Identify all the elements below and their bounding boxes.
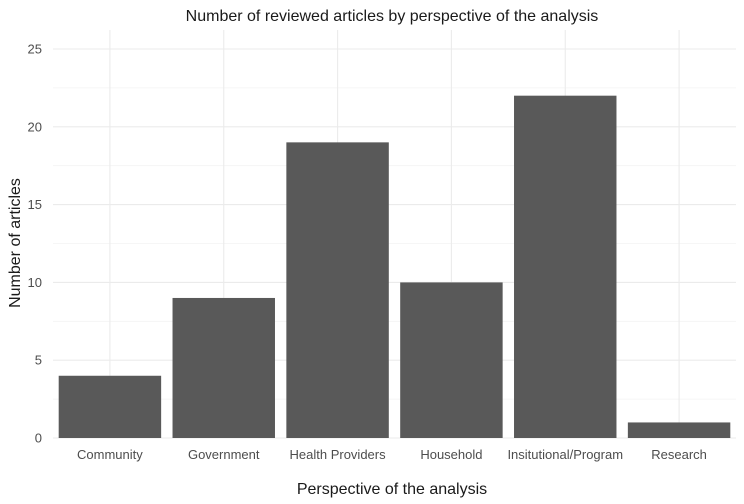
bars-layer xyxy=(58,95,731,439)
chart-title: Number of reviewed articles by perspecti… xyxy=(186,8,599,25)
x-tick-label: Insitutional/Program xyxy=(507,447,623,462)
bar-health-providers xyxy=(286,142,389,439)
x-tick-label: Household xyxy=(420,447,482,462)
bar-government xyxy=(172,297,275,438)
x-axis-ticks: Community Government Health Providers House… xyxy=(77,447,707,462)
x-axis-title: Perspective of the analysis xyxy=(297,481,487,498)
y-tick-label: 15 xyxy=(28,197,42,212)
y-tick-label: 0 xyxy=(35,431,42,446)
y-tick-label: 5 xyxy=(35,353,42,368)
y-axis-title: Number of articles xyxy=(7,178,24,308)
bar-household xyxy=(400,282,503,438)
x-tick-label: Community xyxy=(77,447,143,462)
y-tick-label: 25 xyxy=(28,42,42,57)
y-tick-label: 20 xyxy=(28,119,42,134)
x-tick-label: Government xyxy=(188,447,260,462)
y-tick-label: 10 xyxy=(28,275,42,290)
x-tick-label: Research xyxy=(651,447,707,462)
y-axis-ticks: 0 5 10 15 20 25 xyxy=(28,42,42,446)
x-tick-label: Health Providers xyxy=(290,447,387,462)
bar-community xyxy=(58,375,162,438)
bar-research xyxy=(627,422,731,438)
bar-insitutional-program xyxy=(514,95,617,439)
